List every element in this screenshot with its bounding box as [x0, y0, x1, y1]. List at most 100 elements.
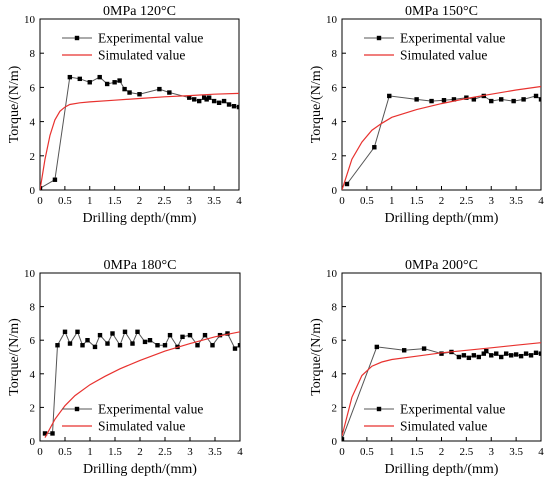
- x-tick-label: 4: [538, 195, 544, 207]
- data-point: [372, 145, 377, 150]
- data-point: [476, 354, 482, 360]
- x-tick-label: 2: [137, 195, 143, 207]
- y-tick-label: 10: [24, 14, 36, 26]
- data-point: [481, 351, 486, 356]
- data-point: [210, 343, 215, 348]
- data-point: [518, 353, 524, 359]
- chart-title: 0MPa 180°C: [104, 258, 177, 273]
- series-simulated: [44, 331, 240, 438]
- data-point: [231, 104, 237, 109]
- data-point: [374, 344, 380, 350]
- x-axis-label: Drilling depth/(mm): [83, 211, 197, 226]
- data-point: [466, 355, 472, 361]
- data-point: [513, 352, 519, 357]
- x-tick-label: 0: [37, 446, 43, 458]
- x-tick-label: 2.5: [460, 195, 474, 207]
- data-point: [206, 95, 212, 100]
- data-point: [162, 343, 168, 348]
- y-tick-label: 0: [332, 185, 338, 197]
- x-tick-label: 2.5: [158, 446, 172, 458]
- data-point: [421, 346, 427, 351]
- data-point: [461, 353, 467, 358]
- x-axis-label: Drilling depth/(mm): [385, 462, 499, 477]
- data-point: [414, 97, 419, 102]
- data-point: [232, 346, 238, 351]
- x-tick-label: 1: [87, 195, 93, 207]
- data-point: [401, 348, 407, 353]
- data-point: [62, 329, 68, 334]
- data-point: [484, 348, 489, 354]
- x-axis-label: Drilling depth/(mm): [385, 211, 499, 226]
- chart-title: 0MPa 150°C: [405, 4, 478, 19]
- chart-title: 0MPa 200°C: [405, 258, 478, 273]
- x-tick-label: 2: [137, 446, 143, 458]
- data-point: [464, 95, 469, 100]
- chart-panel-4: 0MPa 200°C 0 0.5 1 1.5 2 2.5 3 3.5 4 0 2 4 6 8 10 Drilli…: [309, 258, 544, 477]
- chart-panel-2: 0MPa 150°C 0 0.5 1 1.5 2 2.5 3 3.5 4 0 2 4 6 8 10 Drilli…: [309, 4, 544, 226]
- data-point: [538, 97, 541, 102]
- x-tick-label: 3: [187, 195, 193, 207]
- y-tick-label: 2: [30, 402, 36, 414]
- x-tick-label: 1.5: [410, 446, 424, 458]
- data-point: [104, 81, 110, 87]
- data-point: [97, 332, 103, 338]
- y-tick-label: 0: [30, 436, 36, 448]
- y-axis-label: Torque/(N/m): [7, 318, 22, 396]
- data-point: [122, 329, 128, 334]
- data-point: [202, 332, 208, 338]
- x-tick-label: 1: [389, 446, 395, 458]
- series-simulated: [40, 92, 239, 190]
- data-point: [489, 353, 494, 358]
- data-point: [195, 343, 200, 348]
- data-point: [117, 343, 123, 348]
- data-point: [494, 351, 499, 356]
- data-point: [226, 102, 232, 107]
- data-point: [489, 98, 494, 104]
- data-point: [236, 104, 239, 110]
- y-tick-label: 0: [30, 185, 36, 197]
- x-tick-label: 4: [236, 195, 242, 207]
- data-point: [130, 341, 135, 346]
- y-tick-label: 4: [332, 369, 338, 381]
- data-point: [225, 331, 230, 336]
- data-point: [192, 97, 197, 102]
- x-tick-label: 2.5: [158, 195, 172, 207]
- data-point: [127, 90, 132, 95]
- legend-label: Simulated value: [98, 48, 185, 63]
- data-point: [521, 97, 526, 102]
- data-point: [387, 93, 392, 99]
- data-point: [137, 92, 142, 97]
- chart-panel-1: 0MPa 120°C 0 0.5 1 1.5 2 2.5 3 3.5 4 0 2 4 6 8 10 Drilli…: [7, 4, 242, 226]
- data-point: [451, 97, 457, 102]
- y-tick-label: 2: [332, 151, 338, 163]
- y-tick-label: 10: [24, 268, 36, 280]
- data-point: [508, 353, 514, 358]
- legend-label: Simulated value: [400, 419, 487, 434]
- data-point: [533, 350, 539, 355]
- chart-panel-3: 0MPa 180°C 0 0.5 1 1.5 2 2.5 3 3.5 4 0 2 4 6 8 10 Drilli…: [7, 258, 243, 477]
- data-point: [533, 93, 539, 99]
- legend-marker: [74, 406, 80, 412]
- x-tick-label: 3.5: [207, 195, 221, 207]
- data-point: [499, 354, 504, 360]
- x-tick-label: 3: [489, 195, 495, 207]
- data-point: [201, 95, 207, 100]
- y-axis-label: Torque/(N/m): [7, 65, 22, 143]
- legend-label: Simulated value: [98, 419, 185, 434]
- x-tick-label: 0: [339, 446, 345, 458]
- series-simulated: [342, 342, 541, 437]
- data-point: [503, 351, 509, 356]
- x-tick-label: 1.5: [410, 195, 424, 207]
- legend-label: Experimental value: [98, 31, 203, 46]
- data-point: [471, 97, 477, 102]
- data-point: [216, 100, 222, 105]
- data-point: [429, 98, 434, 104]
- y-axis-label: Torque/(N/m): [309, 65, 324, 143]
- x-tick-label: 0: [37, 195, 43, 207]
- x-tick-label: 3.5: [509, 446, 523, 458]
- data-point: [50, 431, 55, 436]
- legend-label: Experimental value: [400, 31, 505, 46]
- x-tick-label: 2.5: [460, 446, 474, 458]
- x-tick-label: 1.5: [108, 195, 122, 207]
- legend-marker: [376, 35, 382, 41]
